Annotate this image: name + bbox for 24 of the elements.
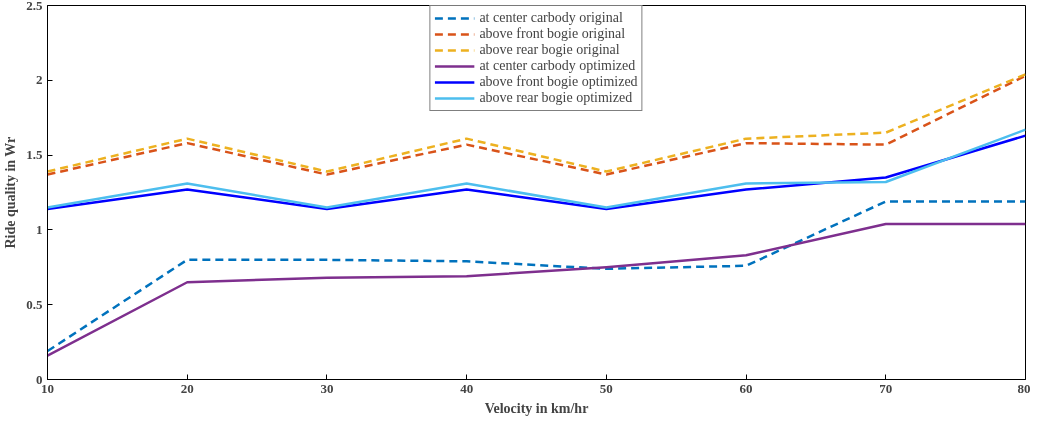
legend-label: above rear bogie optimized	[479, 90, 633, 106]
legend-label: above rear bogie original	[479, 42, 620, 58]
line-series	[47, 200, 1026, 353]
y-axis-title: Ride quality in Wr	[3, 136, 19, 249]
legend-label: above front bogie optimized	[479, 74, 638, 90]
x-tick-label: 70	[879, 380, 893, 396]
x-tick-label: 40	[460, 380, 474, 396]
legend-label: above front bogie original	[479, 26, 626, 42]
x-tick-label: 10	[41, 380, 54, 396]
y-tick-label: 2	[36, 72, 43, 88]
legend-label: at center carbody original	[479, 10, 623, 26]
legend-label: at center carbody optimized	[479, 58, 636, 74]
x-tick-label: 30	[320, 380, 334, 396]
x-tick-label: 50	[599, 380, 613, 396]
y-tick-label: 0	[36, 371, 43, 387]
y-tick-label: 0.5	[26, 296, 43, 312]
y-tick-label: 1.5	[26, 147, 43, 163]
x-tick-label: 80	[1017, 380, 1031, 396]
line-series	[47, 222, 1026, 357]
x-axis-title: Velocity in km/hr	[484, 400, 589, 416]
x-tick-label: 60	[739, 380, 753, 396]
y-tick-label: 1	[36, 221, 43, 237]
x-tick-label: 20	[180, 380, 194, 396]
y-tick-label: 2.5	[26, 0, 43, 13]
